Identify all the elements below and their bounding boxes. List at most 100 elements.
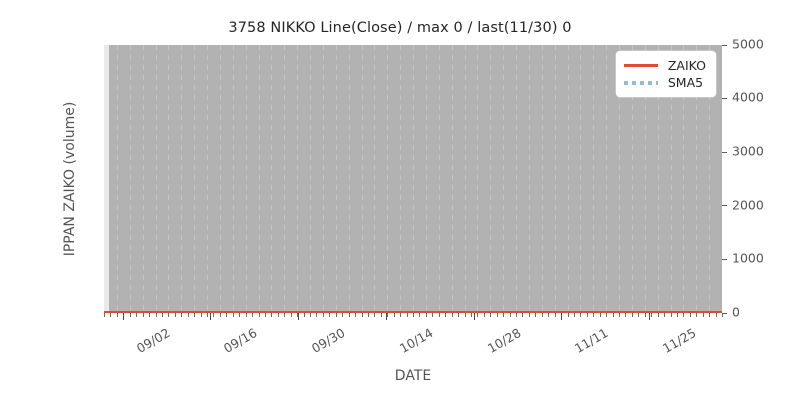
y-axis-tick-mark xyxy=(722,44,727,46)
legend-swatch-zaiko-icon xyxy=(623,64,658,67)
gridline-vertical xyxy=(258,45,260,313)
x-axis-minor-tick xyxy=(123,313,125,317)
x-axis-label: DATE xyxy=(394,368,432,384)
y-axis: 0 1000 2000 3000 4000 5000 xyxy=(722,38,800,318)
gridline-vertical xyxy=(567,45,569,313)
x-axis-minor-tick xyxy=(419,313,421,317)
x-axis-minor-tick xyxy=(509,313,511,317)
x-axis-minor-tick xyxy=(458,313,460,317)
x-axis-minor-tick xyxy=(252,313,254,317)
y-axis-label-text: IPPAN ZAIKO (volume) xyxy=(62,101,78,257)
x-axis-minor-tick xyxy=(722,313,723,317)
gridline-vertical xyxy=(142,45,144,313)
x-axis-minor-tick xyxy=(136,313,138,317)
gridline-vertical xyxy=(425,45,427,313)
y-axis-tick-mark xyxy=(722,205,727,207)
x-axis-minor-tick xyxy=(586,313,588,317)
x-axis-minor-tick xyxy=(541,313,543,317)
x-axis-minor-tick xyxy=(631,313,633,317)
axis-spine-strip xyxy=(104,45,109,313)
x-axis-minor-tick xyxy=(200,313,202,317)
x-axis-major-tick xyxy=(385,313,387,320)
x-axis-minor-tick xyxy=(438,313,440,317)
x-axis-minor-tick xyxy=(599,313,601,317)
y-axis-tick-mark xyxy=(722,151,727,153)
x-axis-minor-tick xyxy=(483,313,485,317)
x-axis-minor-tick xyxy=(580,313,582,317)
gridline-vertical xyxy=(438,45,440,313)
x-axis-minor-tick xyxy=(232,313,234,317)
gridline-vertical xyxy=(129,45,131,313)
x-axis-tick-label: 09/30 xyxy=(308,325,348,357)
x-axis-minor-tick xyxy=(593,313,595,317)
x-axis-minor-tick xyxy=(516,313,517,317)
gridline-vertical xyxy=(490,45,492,313)
x-axis-minor-tick xyxy=(181,313,183,317)
x-axis-minor-tick xyxy=(310,313,311,317)
x-axis-minor-tick xyxy=(374,313,376,317)
legend-item-zaiko[interactable]: ZAIKO xyxy=(623,57,706,74)
x-axis-minor-tick xyxy=(219,313,221,317)
x-axis-minor-tick xyxy=(445,313,447,317)
gridline-vertical xyxy=(477,45,479,313)
x-axis-minor-tick xyxy=(155,313,157,317)
x-axis-minor-tick xyxy=(554,313,556,317)
x-axis-minor-tick xyxy=(258,313,260,317)
y-axis-tick-mark xyxy=(722,312,727,314)
x-axis-tick-label: 09/02 xyxy=(133,325,173,357)
legend-label-sma5: SMA5 xyxy=(667,75,704,90)
gridline-vertical xyxy=(310,45,311,313)
x-axis-minor-tick xyxy=(316,313,318,317)
x-axis-minor-tick xyxy=(535,313,537,317)
x-axis-minor-tick xyxy=(277,313,279,317)
x-axis-minor-tick xyxy=(239,313,241,317)
x-axis-major-tick xyxy=(649,313,651,320)
x-axis-major-tick xyxy=(473,313,475,320)
x-axis-minor-tick xyxy=(715,313,717,317)
x-axis-minor-tick xyxy=(702,313,704,317)
x-axis-major-tick xyxy=(122,313,124,320)
gridline-vertical xyxy=(361,45,363,313)
x-axis-minor-tick xyxy=(161,313,163,317)
gridline-vertical xyxy=(284,45,286,313)
x-axis-minor-tick xyxy=(548,313,550,317)
x-axis-minor-tick xyxy=(271,313,273,317)
y-axis-tick-label: 1000 xyxy=(732,250,764,266)
gridline-vertical xyxy=(155,45,157,313)
x-axis-minor-tick xyxy=(644,313,646,317)
gridline-vertical xyxy=(541,45,543,313)
x-axis-tick-label: 11/11 xyxy=(572,325,611,357)
gridline-vertical xyxy=(207,45,208,313)
plot-area: ZAIKO SMA5 xyxy=(104,45,722,313)
x-axis-minor-tick xyxy=(676,313,678,317)
x-axis-tick-label: 10/28 xyxy=(484,325,524,357)
gridline-vertical xyxy=(194,45,196,313)
x-axis-minor-tick xyxy=(400,313,402,317)
y-axis-label: IPPAN ZAIKO (volume) xyxy=(60,45,80,313)
x-axis-minor-tick xyxy=(522,313,524,317)
y-axis-tick-label: 0 xyxy=(732,304,740,320)
x-axis-tick-label: 10/14 xyxy=(396,325,436,357)
gridline-vertical xyxy=(322,45,324,313)
x-axis-minor-tick xyxy=(116,313,118,317)
chart-legend[interactable]: ZAIKO SMA5 xyxy=(615,51,716,97)
gridline-vertical xyxy=(503,45,505,313)
gridline-vertical xyxy=(219,45,221,313)
x-axis-minor-tick xyxy=(264,313,266,317)
x-axis-minor-tick xyxy=(606,313,608,317)
y-axis-tick-label: 2000 xyxy=(732,197,764,213)
legend-item-sma5[interactable]: SMA5 xyxy=(623,74,706,91)
x-axis-minor-tick xyxy=(367,313,369,317)
gridline-vertical xyxy=(451,45,453,313)
x-axis-minor-tick xyxy=(303,313,305,317)
x-axis-minor-tick xyxy=(226,313,228,317)
y-axis-tick-label: 4000 xyxy=(732,89,764,105)
x-axis-minor-tick xyxy=(664,313,666,317)
x-axis-minor-tick xyxy=(503,313,505,317)
gridline-vertical xyxy=(387,45,389,313)
gridline-vertical xyxy=(554,45,556,313)
x-axis-minor-tick xyxy=(470,313,472,317)
x-axis-minor-tick xyxy=(496,313,498,317)
chart-title: 3758 NIKKO Line(Close) / max 0 / last(11… xyxy=(228,20,572,36)
